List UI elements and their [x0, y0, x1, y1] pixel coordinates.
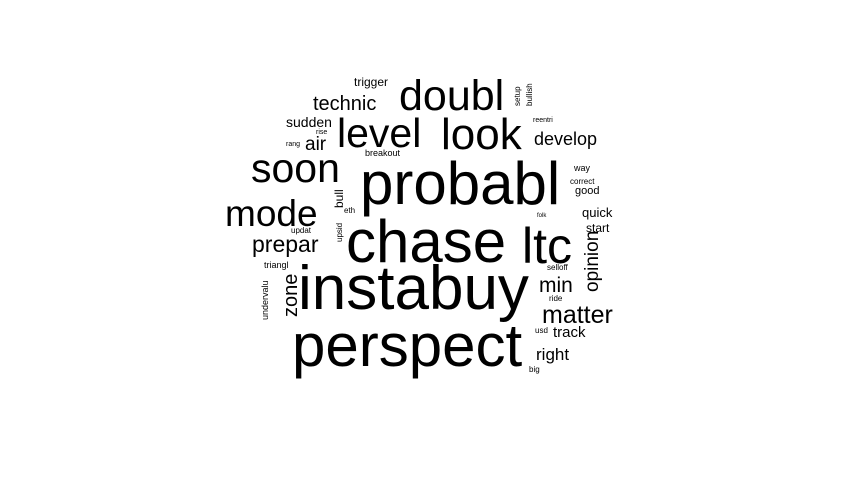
- word-track: track: [553, 324, 586, 341]
- word-probabl: probabl: [360, 150, 561, 217]
- word-ltc: ltc: [522, 218, 572, 274]
- word-bullish: bullish: [525, 83, 534, 106]
- word-cloud: instabuy chase perspect probabl ltc look…: [225, 72, 613, 379]
- word-setup: setup: [513, 86, 522, 106]
- word-matter: matter: [542, 301, 613, 329]
- word-correct: correct: [570, 177, 595, 186]
- word-big: big: [529, 365, 540, 374]
- word-trigger: trigger: [354, 75, 389, 89]
- word-min: min: [539, 274, 573, 297]
- word-perspect: perspect: [292, 312, 523, 379]
- word-way: way: [574, 163, 591, 173]
- word-good: good: [575, 185, 600, 197]
- word-rise: rise: [316, 129, 328, 136]
- word-reentri: reentri: [533, 117, 553, 124]
- word-develop: develop: [534, 129, 598, 149]
- word-ride: ride: [549, 294, 563, 303]
- word-folk: folk: [537, 213, 547, 219]
- word-zone: zone: [280, 273, 302, 317]
- word-prepar: prepar: [252, 231, 319, 257]
- word-breakout: breakout: [365, 148, 401, 158]
- word-sudden: sudden: [286, 114, 332, 130]
- word-mode: mode: [225, 193, 318, 234]
- word-right: right: [536, 345, 570, 364]
- word-instabuy: instabuy: [298, 254, 529, 323]
- word-undervalu: undervalu: [260, 280, 270, 320]
- word-start: start: [586, 221, 610, 235]
- word-soon: soon: [251, 145, 340, 191]
- word-level: level: [337, 110, 422, 156]
- word-usd: usd: [535, 326, 548, 335]
- word-doubl: doubl: [399, 72, 505, 120]
- word-air: air: [305, 134, 327, 155]
- word-quick: quick: [582, 205, 613, 220]
- word-opinion: opinion: [582, 230, 603, 292]
- word-triangl: triangl: [264, 260, 289, 270]
- word-eth: eth: [344, 206, 356, 215]
- word-look: look: [441, 110, 522, 159]
- word-chase: chase: [346, 208, 507, 275]
- word-updat: updat: [291, 226, 312, 235]
- word-selloff: selloff: [547, 263, 568, 272]
- word-rang: rang: [286, 141, 301, 148]
- word-technic: technic: [313, 93, 377, 115]
- word-upsid: upsid: [335, 222, 344, 242]
